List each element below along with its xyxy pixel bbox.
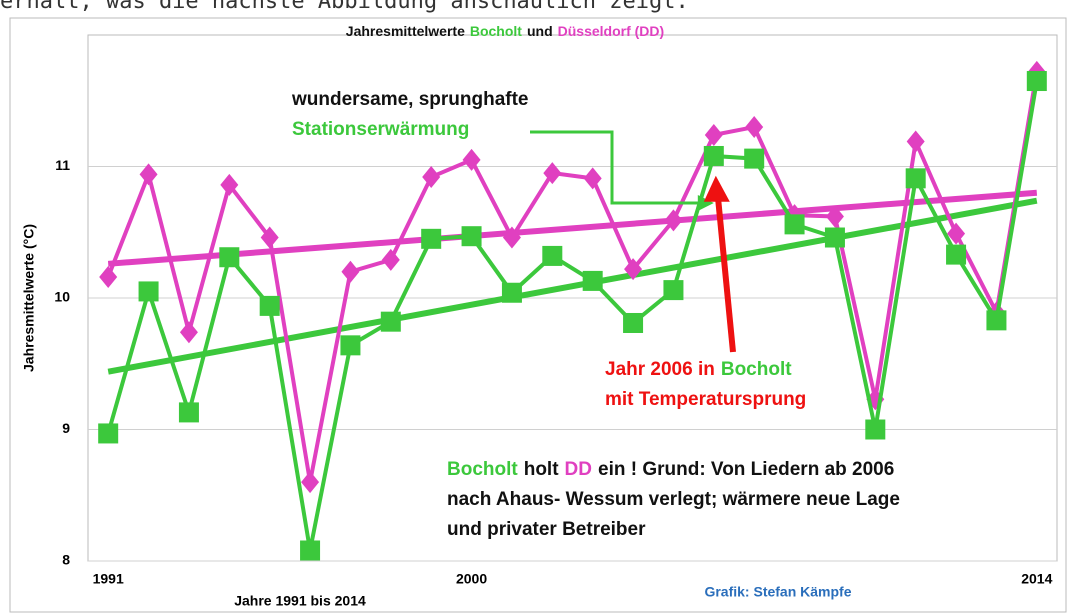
point <box>220 173 239 196</box>
point <box>906 130 925 153</box>
annotation-part: ein ! Grund: Von Liedern ab 2006 <box>598 459 894 480</box>
point <box>421 228 442 249</box>
point <box>179 321 198 344</box>
chart-title: Jahresmittelwerte Bocholt und Düsseldorf (D… <box>346 23 664 39</box>
arrow <box>530 130 700 205</box>
point <box>178 402 199 423</box>
point <box>624 258 643 281</box>
y-tick-label: 8 <box>62 552 70 568</box>
point <box>340 335 361 356</box>
y-axis-label: Jahresmittelwerte (°C) <box>21 224 37 372</box>
y-tick-label: 9 <box>62 420 70 436</box>
annotation-part: wundersame, sprunghafte <box>291 89 529 110</box>
trend-line <box>107 189 1038 267</box>
title-part: Jahresmittelwerte <box>346 23 465 39</box>
annotation-part: holt <box>524 459 559 480</box>
point <box>542 245 563 266</box>
point <box>623 312 644 333</box>
point <box>745 116 764 139</box>
annotation-part: Bocholt <box>721 359 792 380</box>
point <box>663 280 684 301</box>
annotation: und privater Betreiber <box>447 519 646 540</box>
annotation-part: nach Ahaus- Wessum verlegt; wärmere neue… <box>447 489 900 510</box>
annotation-part: mit Temperatursprung <box>605 389 806 410</box>
point <box>461 226 482 247</box>
point <box>986 310 1007 331</box>
point <box>301 471 320 494</box>
annotation-part: Bocholt <box>447 459 518 480</box>
arrow <box>714 195 736 353</box>
y-tick-label: 10 <box>54 289 70 305</box>
title-part: Düsseldorf (DD) <box>558 23 665 39</box>
point <box>219 247 240 268</box>
annotation: mit Temperatursprung <box>605 389 806 410</box>
point <box>824 227 845 248</box>
point <box>259 295 280 316</box>
point <box>825 205 844 228</box>
point <box>260 226 279 249</box>
title-part: und <box>527 23 553 39</box>
point <box>704 123 723 146</box>
annotation: nach Ahaus- Wessum verlegt; wärmere neue… <box>447 489 900 510</box>
annotation: wundersame, sprunghafte <box>291 89 529 110</box>
arrow-head <box>703 175 730 202</box>
page-header: erhält, was die nächste Abbildung anscha… <box>0 0 689 14</box>
annotation-part: Stationserwärmung <box>292 119 469 140</box>
series-line <box>106 71 1039 483</box>
annotation: Jahr 2006 in Bocholt <box>605 359 792 380</box>
point <box>300 540 321 561</box>
point <box>1026 71 1047 92</box>
point <box>381 248 400 271</box>
point <box>462 148 481 171</box>
arrow-head <box>697 195 714 211</box>
y-tick-label: 11 <box>55 157 70 173</box>
point <box>139 163 158 186</box>
point <box>946 244 967 265</box>
point <box>138 281 159 302</box>
annotation-part: DD <box>565 459 592 480</box>
trend-line <box>107 197 1038 375</box>
point <box>947 222 966 245</box>
point <box>664 209 683 232</box>
point <box>703 145 724 166</box>
point <box>583 167 602 190</box>
point <box>341 260 360 283</box>
annotation-part: Jahr 2006 in <box>605 359 715 380</box>
point <box>99 265 118 288</box>
point <box>501 282 522 303</box>
point <box>502 226 521 249</box>
x-tick-label: 1991 <box>93 571 124 587</box>
annotation-part: und privater Betreiber <box>447 519 646 540</box>
point <box>905 168 926 189</box>
title-part: Bocholt <box>470 23 522 39</box>
x-axis-label: Jahre 1991 bis 2014 <box>234 593 366 609</box>
point <box>422 166 441 189</box>
point <box>582 270 603 291</box>
credit: Grafik: Stefan Kämpfe <box>704 584 851 600</box>
annotation: Stationserwärmung <box>292 119 469 140</box>
point <box>543 162 562 185</box>
annotation: Bocholt holt DD ein ! Grund: Von Liedern ab… <box>447 459 894 480</box>
point <box>98 423 119 444</box>
x-tick-label: 2014 <box>1021 571 1052 587</box>
point <box>380 311 401 332</box>
point <box>744 148 765 169</box>
point <box>865 419 886 440</box>
x-tick-label: 2000 <box>456 571 487 587</box>
point <box>784 214 805 235</box>
